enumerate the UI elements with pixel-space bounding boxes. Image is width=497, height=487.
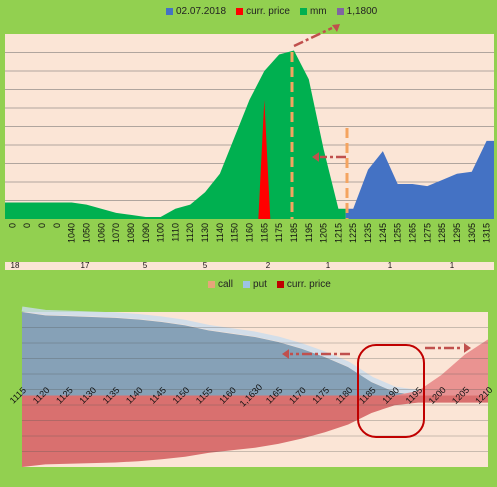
- secondary-tick-label: 1: [450, 261, 455, 270]
- legend-item: 02.07.2018: [166, 6, 226, 17]
- legend-swatch: [336, 8, 344, 15]
- series-area-02-07-2018: [345, 140, 494, 219]
- legend-swatch: [208, 281, 215, 288]
- legend-label: 02.07.2018: [176, 6, 227, 17]
- secondary-tick-label: 17: [81, 261, 90, 270]
- x-tick-label: 1040: [67, 223, 77, 243]
- x-tick-label: 1150: [230, 223, 240, 242]
- legend-swatch: [236, 8, 244, 15]
- legend-item: mm: [299, 6, 327, 17]
- secondary-tick-label: 1: [388, 261, 393, 270]
- legend-item: call: [208, 279, 233, 290]
- x-tick-label: 1140: [215, 223, 225, 242]
- legend-swatch: [166, 8, 173, 15]
- curr-price-spike: [258, 99, 271, 219]
- x-tick-label: 1130: [200, 223, 210, 242]
- secondary-tick-label: 2: [266, 261, 271, 270]
- x-tick-label: 1185: [289, 223, 299, 242]
- secondary-axis-band: [5, 262, 494, 270]
- x-tick-label: 1050: [82, 223, 92, 243]
- secondary-tick-label: 1: [326, 261, 331, 270]
- x-tick-label: 1205: [319, 223, 329, 243]
- put-highlight-edge: [21, 306, 488, 395]
- x-tick-label: 1315: [482, 223, 492, 243]
- annotation-arrowhead: [282, 349, 289, 359]
- x-tick-label: 1285: [437, 223, 447, 243]
- x-tick-label: 1215: [333, 223, 343, 243]
- bottom-chart-panel: call put curr. price 1115 1120 1125 1130 113…: [0, 270, 497, 487]
- legend-swatch: [276, 281, 284, 288]
- x-tick-label: 1255: [393, 223, 403, 243]
- x-tick-label: 1165: [259, 223, 269, 242]
- x-tick-label: 1120: [185, 223, 195, 242]
- legend-label: curr. price: [286, 279, 331, 290]
- annotation-arrowhead: [464, 343, 471, 353]
- secondary-tick-label: 5: [203, 261, 208, 270]
- secondary-tick-label: 5: [143, 261, 148, 270]
- secondary-tick-label: 18: [11, 261, 20, 270]
- series-area-call: [22, 395, 488, 467]
- legend-label: 1,1800: [346, 6, 378, 17]
- top-chart: 0 0 0 0 1040 1050 1060 1070 1080 1090 1100 1110 1120…: [5, 24, 494, 270]
- x-tick-label: 1245: [378, 223, 388, 243]
- x-tick-label: 0: [22, 223, 32, 228]
- call-upper-wedge: [394, 339, 488, 396]
- x-tick-label: 1295: [452, 223, 462, 243]
- annotation-arrowhead: [312, 152, 319, 162]
- x-tick-label: 1080: [126, 223, 136, 243]
- x-tick-label: 0: [52, 223, 62, 228]
- top-chart-panel: 02.07.2018 curr. price mm 1,1800 0 0 0 0 104…: [5, 6, 494, 270]
- legend-swatch: [299, 8, 307, 15]
- series-area-put: [22, 312, 488, 396]
- bottom-chart-legend: call put curr. price: [208, 279, 337, 290]
- x-tick-label: 1225: [348, 223, 358, 243]
- legend-label: put: [253, 279, 267, 290]
- x-tick-label: 0: [37, 223, 47, 228]
- top-chart-legend: 02.07.2018 curr. price mm 1,1800: [166, 6, 383, 17]
- annotation-arrowhead: [332, 24, 340, 32]
- annotation-arrow: [293, 26, 333, 48]
- legend-item: curr. price: [236, 6, 290, 17]
- x-tick-label: 1070: [111, 223, 121, 243]
- x-tick-label: 1275: [422, 223, 432, 243]
- bottom-chart: 1115 1120 1125 1130 1135 1140 1145 1150 1155 1160…: [8, 306, 494, 467]
- legend-label: curr. price: [246, 6, 290, 17]
- x-tick-label: 1305: [467, 223, 477, 243]
- legend-label: mm: [309, 6, 327, 17]
- x-tick-label: 1235: [363, 223, 373, 243]
- legend-swatch: [243, 281, 251, 288]
- x-tick-label: 1100: [156, 223, 166, 242]
- legend-item: curr. price: [276, 279, 331, 290]
- x-tick-label: 1175: [274, 223, 284, 242]
- legend-item: put: [243, 279, 267, 290]
- highlight-ellipse: [357, 344, 425, 438]
- legend-item: 1,1800: [336, 6, 378, 17]
- x-tick-label: 0: [7, 223, 17, 228]
- legend-label: call: [218, 279, 234, 290]
- x-tick-label: 1265: [408, 223, 418, 243]
- x-tick-label: 1160: [245, 223, 255, 242]
- x-tick-label: 1195: [304, 223, 314, 242]
- x-tick-label: 1090: [141, 223, 151, 243]
- x-tick-label: 1110: [170, 223, 180, 242]
- x-tick-label: 1060: [96, 223, 106, 243]
